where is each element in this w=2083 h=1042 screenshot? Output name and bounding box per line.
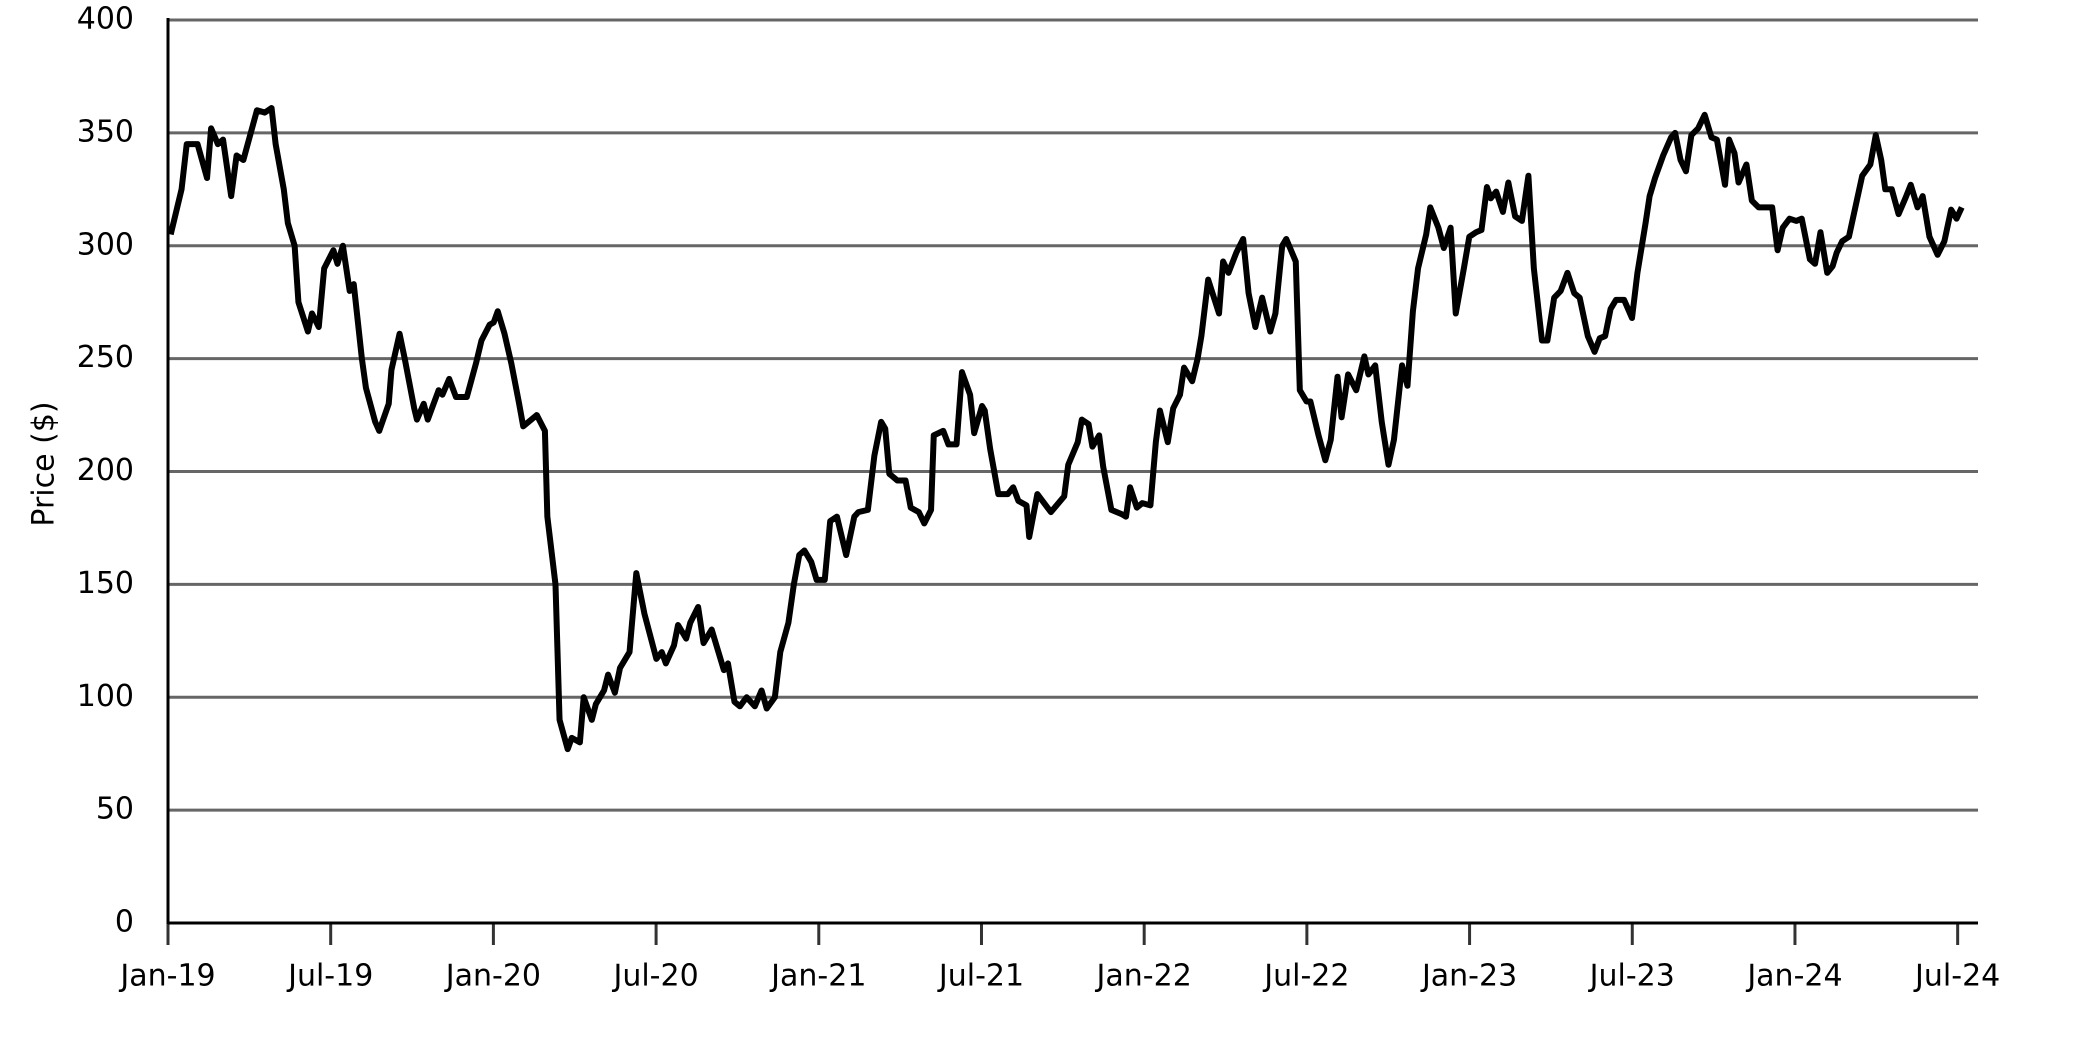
y-tick-label: 50: [96, 792, 134, 827]
y-tick-label: 200: [77, 453, 134, 488]
y-tick-label: 300: [77, 227, 134, 262]
x-tick-label: Jul-20: [611, 959, 698, 994]
x-tick-label: Jan-23: [1420, 959, 1517, 994]
x-tick-label: Jul-19: [286, 959, 373, 994]
y-tick-label: 400: [77, 2, 134, 37]
x-tick-label: Jul-22: [1262, 959, 1349, 994]
y-tick-label: 350: [77, 114, 134, 149]
price-line: [167, 105, 1965, 753]
x-tick-label: Jan-20: [444, 959, 541, 994]
x-tick-label: Jan-24: [1745, 959, 1842, 994]
x-tick-label: Jan-19: [118, 959, 215, 994]
x-tick-label: Jul-21: [937, 959, 1024, 994]
x-tick-label: Jul-24: [1913, 959, 2000, 994]
x-tick-label: Jan-21: [769, 959, 866, 994]
y-tick-label: 100: [77, 679, 134, 714]
y-tick-label: 150: [77, 566, 134, 601]
y-tick-label: 250: [77, 340, 134, 375]
x-tick-label: Jan-22: [1095, 959, 1192, 994]
y-tick-label: 0: [115, 905, 134, 940]
x-tick-label: Jul-23: [1588, 959, 1675, 994]
y-axis-label: Price ($): [27, 401, 62, 526]
